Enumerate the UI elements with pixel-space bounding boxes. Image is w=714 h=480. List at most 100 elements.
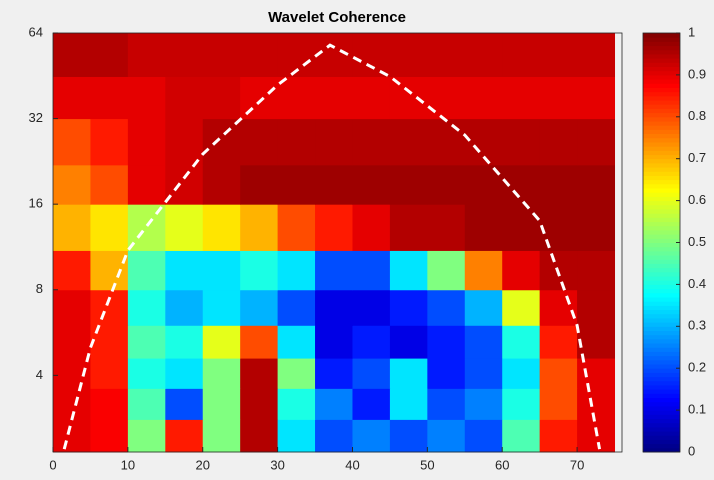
colorbar-swatch — [643, 318, 680, 323]
heat-cell — [128, 33, 166, 77]
colorbar-swatch — [643, 393, 680, 398]
colorbar-swatch — [643, 238, 680, 243]
heat-cell — [165, 119, 203, 166]
heat-cell — [577, 165, 615, 205]
heat-cell — [502, 119, 540, 166]
colorbar-swatch — [643, 385, 680, 390]
colorbar-swatch — [643, 414, 680, 419]
heat-cell — [577, 290, 615, 326]
colorbar-swatch — [643, 201, 680, 206]
heat-cell — [502, 388, 540, 420]
colorbar-swatch — [643, 142, 680, 147]
colorbar-tick-label: 0.7 — [688, 150, 706, 165]
colorbar-swatch — [643, 377, 680, 382]
colorbar-swatch — [643, 33, 680, 38]
colorbar-swatch — [643, 87, 680, 92]
chart-title: Wavelet Coherence — [268, 9, 406, 26]
colorbar-swatch — [643, 402, 680, 407]
heat-cell — [128, 419, 166, 452]
colorbar-swatch — [643, 175, 680, 180]
colorbar-swatch — [643, 104, 680, 109]
heat-cell — [53, 76, 91, 119]
colorbar-swatch — [643, 180, 680, 185]
heat-cell — [390, 165, 428, 205]
colorbar-swatch — [643, 347, 680, 352]
colorbar-swatch — [643, 381, 680, 386]
colorbar-swatch — [643, 209, 680, 214]
heat-cell — [90, 419, 128, 452]
colorbar-swatch — [643, 100, 680, 105]
heat-cell — [165, 388, 203, 420]
heat-cell — [240, 119, 278, 166]
heat-cell — [465, 325, 503, 358]
heat-cell — [128, 388, 166, 420]
colorbar-tick-label: 0.5 — [688, 234, 706, 249]
colorbar-swatch — [643, 263, 680, 268]
heat-cell — [465, 204, 503, 251]
heat-cell — [427, 325, 465, 358]
colorbar-swatch — [643, 121, 680, 126]
heat-cell — [390, 204, 428, 251]
heat-cell — [390, 119, 428, 166]
colorbar-swatch — [643, 389, 680, 394]
heat-cell — [390, 33, 428, 77]
colorbar-swatch — [643, 113, 680, 118]
heat-cell — [53, 290, 91, 326]
colorbar-swatch — [643, 54, 680, 59]
heat-cell — [128, 250, 166, 290]
colorbar-swatch — [643, 259, 680, 264]
heat-cell — [427, 358, 465, 389]
colorbar-tick-label: 0 — [688, 443, 695, 458]
colorbar-tick-label: 1 — [688, 24, 695, 39]
heat-cell — [315, 388, 353, 420]
heat-cell — [315, 419, 353, 452]
heat-cell — [165, 165, 203, 205]
colorbar-swatch — [643, 108, 680, 113]
heat-cell — [278, 419, 316, 452]
colorbar-swatch — [643, 427, 680, 432]
colorbar-swatch — [643, 71, 680, 76]
heat-cell — [502, 325, 540, 358]
heat-cell — [53, 33, 91, 77]
colorbar-swatch — [643, 96, 680, 101]
colorbar-swatch — [643, 289, 680, 294]
heat-cell — [90, 388, 128, 420]
colorbar-tick-label: 0.1 — [688, 402, 706, 417]
colorbar-swatch — [643, 372, 680, 377]
colorbar-tick-label: 0.3 — [688, 318, 706, 333]
colorbar-swatch — [643, 75, 680, 80]
heat-cell — [165, 290, 203, 326]
y-tick-label: 4 — [36, 367, 43, 382]
heat-cell — [352, 419, 390, 452]
colorbar-swatch — [643, 310, 680, 315]
colorbar-swatch — [643, 297, 680, 302]
heat-cell — [315, 119, 353, 166]
x-tick-label: 20 — [196, 457, 210, 472]
heat-cell — [540, 119, 578, 166]
heat-cell — [165, 250, 203, 290]
heat-cell — [240, 250, 278, 290]
heat-cell — [390, 250, 428, 290]
heat-cell — [390, 419, 428, 452]
colorbar-swatch — [643, 368, 680, 373]
x-tick-label: 10 — [121, 457, 135, 472]
colorbar-tick-label: 0.8 — [688, 108, 706, 123]
heat-cell — [278, 250, 316, 290]
heat-cell — [502, 290, 540, 326]
colorbar-swatch — [643, 41, 680, 46]
heat-cell — [203, 33, 241, 77]
colorbar-swatch — [643, 351, 680, 356]
heat-cell — [90, 33, 128, 77]
colorbar-swatch — [643, 272, 680, 277]
heat-cell — [427, 290, 465, 326]
heat-cell — [240, 290, 278, 326]
heat-cell — [427, 388, 465, 420]
heat-cell — [502, 76, 540, 119]
heat-cell — [203, 419, 241, 452]
colorbar-swatch — [643, 171, 680, 176]
colorbar-swatch — [643, 268, 680, 273]
heat-cell — [427, 33, 465, 77]
heat-cell — [203, 388, 241, 420]
heat-cell — [278, 204, 316, 251]
heat-cell — [240, 388, 278, 420]
